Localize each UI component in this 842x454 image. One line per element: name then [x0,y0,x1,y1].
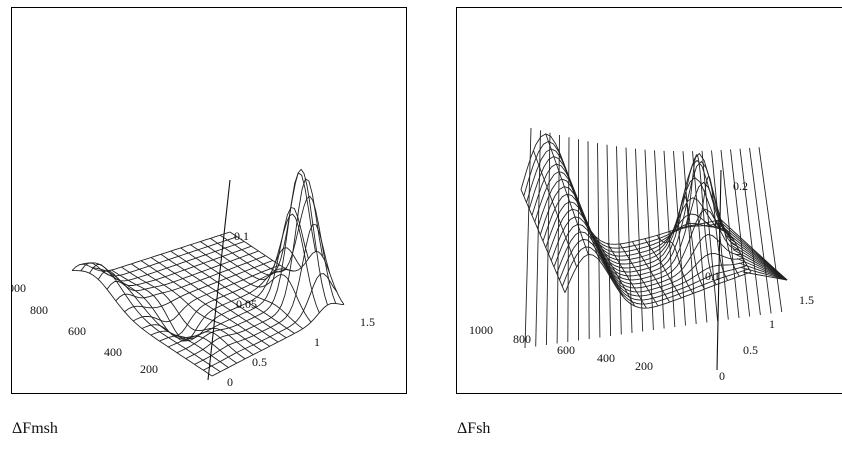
surface-mesh-line [141,268,288,336]
surface-mesh-line [170,250,295,334]
surface-curtain-line [673,151,686,326]
surface-mesh-line [194,223,331,365]
surface-mesh-line [219,195,337,304]
z-axis-tick-label: 0.1 [234,229,249,243]
surface-mesh-line [203,273,338,371]
surface-curtain-line [625,147,633,334]
x-axis-tick-label: 600 [68,324,86,338]
surface-curtain-line [692,151,708,323]
surface-curtain-line [682,151,697,325]
surface-mesh-line [656,235,694,294]
surface-curtain-line [644,149,654,331]
z-axis-line [207,179,231,381]
surface-mesh-line [211,302,345,377]
surface-curtain-line [587,141,590,340]
x-axis-tick-label: 400 [597,351,615,365]
surface-mesh-line [160,253,287,339]
surface-curtain-line [749,147,772,314]
surface-plot-dfmsh: 000 800 600 400 200 0 0.5 1 1.5 0.1 0.05 [11,7,407,394]
surface-plot-dfmsh-canvas: 000 800 600 400 200 0 0.5 1 1.5 0.1 0.05 [12,168,375,389]
surface-curtain-line [616,146,622,335]
y-axis-tick-label: 1.5 [799,293,814,307]
surface-curtain-line [597,143,601,338]
surface-fan-line [740,267,788,281]
x-axis-tick-label: 000 [12,281,26,295]
y-axis-tick-label: 0 [227,375,233,389]
caption-dfmsh: ΔFmsh [12,420,58,437]
surface-curtain-line [524,127,532,349]
surface-curtain-line [567,137,570,343]
surface-mesh-line [185,178,324,360]
x-axis-tick-label: 800 [513,332,531,346]
surface-curtain-line [663,150,676,328]
x-axis-tick-label: 400 [104,345,122,359]
surface-curtain-line [535,130,541,347]
surface-mesh-line [190,244,312,323]
z-axis-tick-label: 0.2 [733,179,748,193]
surface-mesh-line [564,253,752,309]
x-axis-tick-label: 200 [635,359,653,373]
y-axis-tick-label: 1 [769,317,775,331]
surface-fan-line [728,240,788,281]
surface-mesh-line [133,264,281,323]
y-axis-tick-label: 0 [719,369,725,383]
surface-curtain-line [730,149,751,317]
y-axis-tick-label: 0.5 [743,343,758,357]
surface-mesh-line [121,266,254,355]
surface-curtain-line [720,149,740,319]
surface-mesh-line [694,175,729,281]
y-axis-tick-label: 1.5 [360,315,375,329]
surface-plot-dfsh: 1000 800 600 400 200 0 0.5 1 1.5 0.2 0.1 [456,7,842,394]
surface-mesh-line [200,213,320,313]
x-axis-tick-label: 800 [30,303,48,317]
surface-mesh-line [159,247,302,342]
x-axis-tick-label: 200 [140,362,158,376]
surface-mesh-line [561,246,750,305]
z-axis-tick-label: 0.05 [236,297,257,311]
surface-fan-line [732,249,788,281]
surface-mesh-line [210,168,328,306]
x-axis-tick-label: 1000 [469,323,493,337]
surface-mesh-line [72,270,213,377]
surface-mesh-line [559,238,748,301]
surface-curtain-line [556,134,560,344]
y-axis-tick-label: 0.5 [252,355,267,369]
surface-curtain-line [654,150,665,329]
surface-mesh-line [180,247,304,330]
surface-fan-line [742,271,788,281]
surface-mesh-line [644,238,682,299]
surface-mesh-line [168,206,309,348]
x-axis-tick-label: 600 [557,343,575,357]
surface-curtain-line [758,147,783,313]
surface-mesh-line [681,154,717,285]
z-axis-line [716,169,722,371]
surface-mesh-line [229,231,345,305]
caption-dfsh: ΔFsh [457,420,491,437]
surface-fan-line [734,253,788,281]
surface-fan-line [730,244,788,281]
surface-curtain-line [739,148,761,316]
surface-curtain-line [701,150,719,322]
surface-fan-line [738,262,788,281]
surface-curtain-line [606,144,612,337]
surface-plot-dfsh-canvas: 1000 800 600 400 200 0 0.5 1 1.5 0.2 0.1 [469,127,814,383]
surface-mesh-line [520,133,720,245]
surface-fan-line [736,258,788,281]
y-axis-tick-label: 1 [314,335,320,349]
surface-curtain-line [635,148,644,332]
surface-curtain-line [545,132,551,346]
z-axis-tick-label: 0.1 [705,269,720,283]
